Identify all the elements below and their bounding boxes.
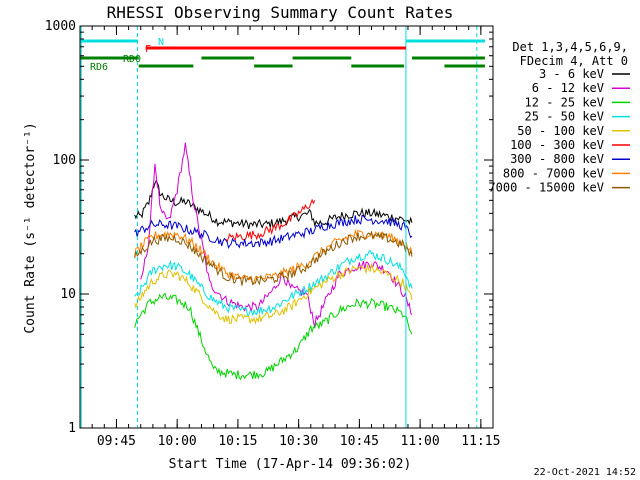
y-tick-label: 10 <box>60 287 76 302</box>
plot-area: NF RD0 RD6 1 10 100 1000 09:45 10:00 10:15 10:30 10… <box>45 19 501 449</box>
flag-label: RD6 <box>90 62 108 73</box>
series-line <box>134 179 413 230</box>
x-tick-label: 10:45 <box>340 434 379 449</box>
legend-header: FDecim 4, Att 0 <box>520 54 628 68</box>
series-line <box>225 198 316 244</box>
flag-label: N <box>158 37 164 48</box>
x-axis-label: Start Time (17-Apr-14 09:36:02) <box>169 457 412 472</box>
series-line <box>134 230 413 286</box>
legend: Det 1,3,4,5,6,9,FDecim 4, Att 03 - 6 keV… <box>488 40 630 195</box>
x-tick-label: 10:00 <box>158 434 197 449</box>
series-line <box>134 292 413 381</box>
chart-title: RHESSI Observing Summary Count Rates <box>107 3 454 22</box>
series-line <box>134 262 413 325</box>
legend-entry-label: 800 - 7000 keV <box>503 166 604 180</box>
legend-entry-label: 25 - 50 keV <box>525 110 604 124</box>
legend-header: Det 1,3,4,5,6,9, <box>512 40 628 54</box>
series-line <box>134 249 413 317</box>
legend-entry-label: 300 - 800 keV <box>510 152 604 166</box>
y-tick-label: 100 <box>53 153 76 168</box>
flag-label: F <box>145 44 151 55</box>
date-stamp: 22-Oct-2021 14:52 <box>534 467 636 478</box>
legend-entry-label: 3 - 6 keV <box>539 67 604 81</box>
x-tick-label: 09:45 <box>97 434 136 449</box>
x-tick-label: 11:00 <box>401 434 440 449</box>
series-line <box>140 142 413 328</box>
y-tick-label: 1000 <box>45 19 76 34</box>
y-tick-label: 1 <box>68 421 76 436</box>
x-tick-label: 10:30 <box>279 434 318 449</box>
x-tick-label: 11:15 <box>461 434 500 449</box>
y-axis-label: Count Rate (s⁻¹ detector⁻¹) <box>23 122 38 333</box>
x-tick-label: 10:15 <box>218 434 257 449</box>
series-line <box>134 214 413 250</box>
legend-entry-label: 7000 - 15000 keV <box>488 181 604 195</box>
legend-entry-label: 50 - 100 keV <box>517 124 604 138</box>
legend-entry-label: 100 - 300 keV <box>510 138 604 152</box>
legend-entry-label: 6 - 12 keV <box>532 81 604 95</box>
legend-entry-label: 12 - 25 keV <box>525 95 604 109</box>
flag-label: RD0 <box>123 54 141 65</box>
